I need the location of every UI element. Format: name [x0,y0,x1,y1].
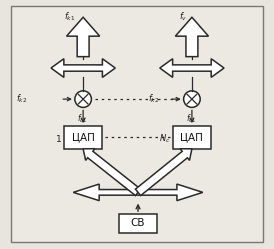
Text: 1: 1 [56,135,62,144]
FancyBboxPatch shape [64,126,102,149]
Polygon shape [135,149,192,195]
Text: $f_{c1}$: $f_{c1}$ [77,113,87,125]
Text: $f_{k2}$: $f_{k2}$ [149,92,160,105]
Text: ЦАП: ЦАП [181,132,203,142]
Text: СВ: СВ [131,218,145,228]
Polygon shape [67,17,100,57]
Circle shape [75,91,92,107]
Text: $f_{k1}$: $f_{k1}$ [64,10,76,23]
FancyBboxPatch shape [173,126,210,149]
Text: $f_{k2}$: $f_{k2}$ [16,92,27,105]
Text: $f_{c1}$: $f_{c1}$ [186,113,196,125]
Text: $N_c$: $N_c$ [159,133,170,145]
FancyBboxPatch shape [11,6,263,242]
Polygon shape [175,17,209,57]
Polygon shape [51,59,115,77]
FancyBboxPatch shape [119,214,157,233]
Circle shape [184,91,200,107]
Text: ЦАП: ЦАП [72,132,95,142]
Polygon shape [73,184,203,201]
Text: $f_{v}$: $f_{v}$ [179,10,188,23]
Polygon shape [160,59,224,77]
Polygon shape [83,149,141,196]
